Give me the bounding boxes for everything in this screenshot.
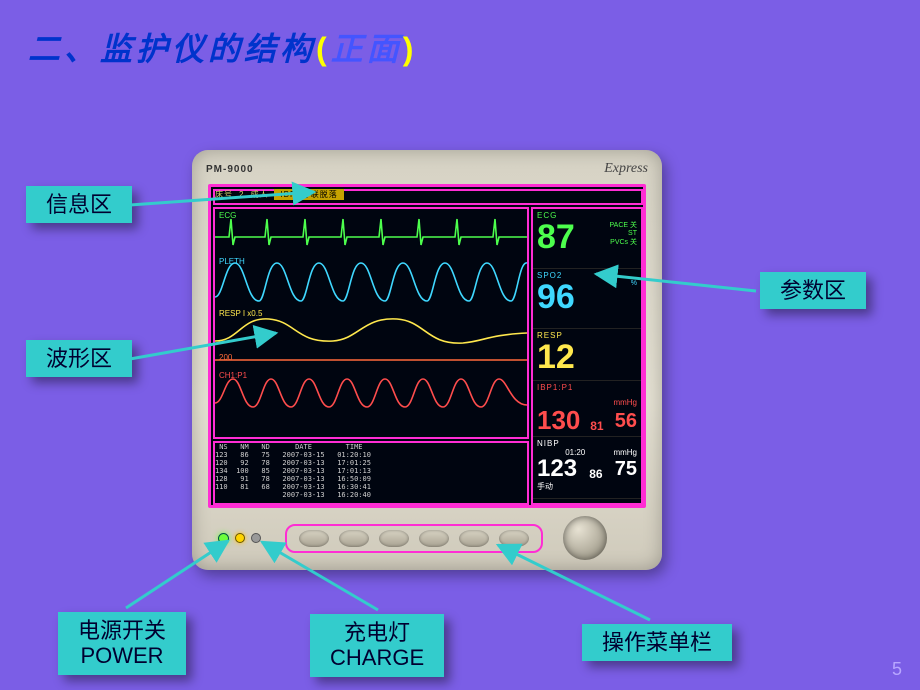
power-led-icon bbox=[218, 533, 229, 544]
device-model: PM-9000 bbox=[206, 164, 254, 175]
param-spo2: SPO296% bbox=[533, 269, 641, 329]
parameter-column: ECG87PACE 关 ST PVCs 关SPO296%RESP12IBP1:P… bbox=[533, 209, 641, 503]
param-extra: 81 bbox=[590, 419, 603, 433]
param-nibp: NIBP01:20mmHg1238675手动 bbox=[533, 437, 641, 499]
title-prefix: 二、 bbox=[28, 31, 100, 67]
patient-type: 成人 bbox=[250, 189, 268, 200]
bezel-top: PM-9000 Express bbox=[206, 158, 648, 180]
callout-charge-led: 充电灯 CHARGE bbox=[310, 614, 444, 677]
waveform-200: 200 bbox=[215, 351, 527, 369]
title-main: 监护仪的结构 bbox=[100, 31, 316, 67]
param-value: 96 bbox=[537, 280, 575, 314]
softkey-row bbox=[285, 524, 543, 553]
callout-power-switch: 电源开关 POWER bbox=[58, 612, 186, 675]
callout-waveform-area: 波形区 bbox=[26, 340, 132, 377]
param-label: IBP1:P1 bbox=[537, 383, 637, 392]
param-value: 130 bbox=[537, 407, 580, 433]
measurement-history-table: NS NM ND DATE TIME 123 86 75 2007-03-15 … bbox=[215, 443, 371, 499]
bed-label: 床号 bbox=[215, 189, 233, 200]
title-paren-open: ( bbox=[316, 31, 331, 67]
softkey-button[interactable] bbox=[499, 530, 529, 547]
param-ecg: ECG87PACE 关 ST PVCs 关 bbox=[533, 209, 641, 269]
status-led-icon bbox=[251, 533, 261, 543]
control-strip bbox=[218, 514, 638, 562]
param-extra2: 75 bbox=[615, 458, 637, 481]
waveform-pleth: PLETH bbox=[215, 255, 527, 307]
waveform-area: ECG PLETH RESP I x0.5 200 CH1:P1 bbox=[215, 209, 527, 437]
waveform-label: PLETH bbox=[219, 257, 245, 266]
param-label: NIBP bbox=[537, 439, 637, 448]
waveform-label: CH1:P1 bbox=[219, 371, 247, 380]
rotary-dial[interactable] bbox=[563, 516, 607, 560]
waveform-ecg: ECG bbox=[215, 209, 527, 255]
softkey-button[interactable] bbox=[419, 530, 449, 547]
param-mode: 手动 bbox=[537, 481, 637, 492]
waveform-label: 200 bbox=[219, 353, 232, 362]
page-number: 5 bbox=[892, 659, 902, 680]
device-brand: Express bbox=[604, 161, 648, 177]
softkey-button[interactable] bbox=[299, 530, 329, 547]
waveform-label: RESP I x0.5 bbox=[219, 309, 262, 318]
monitor-screen: 床号 2 成人 IBP2导联脱落 ECG PLETH RESP I x0.5 200 C… bbox=[208, 184, 646, 508]
softkey-button[interactable] bbox=[339, 530, 369, 547]
softkey-button[interactable] bbox=[459, 530, 489, 547]
callout-menu-bar: 操作菜单栏 bbox=[582, 624, 732, 661]
softkey-button[interactable] bbox=[379, 530, 409, 547]
waveform-ch1:p1: CH1:P1 bbox=[215, 369, 527, 417]
param-extra: 86 bbox=[589, 467, 602, 481]
param-extra2: 56 bbox=[615, 410, 637, 432]
param-side: % bbox=[631, 280, 637, 287]
bed-number: 2 bbox=[239, 190, 244, 199]
alarm-message: IBP2导联脱落 bbox=[274, 189, 343, 200]
param-ibp: IBP1:P113081mmHg56 bbox=[533, 381, 641, 437]
waveform-resp: RESP I x0.5 bbox=[215, 307, 527, 351]
callout-info-area: 信息区 bbox=[26, 186, 132, 223]
param-side: PACE 关 ST PVCs 关 bbox=[610, 220, 638, 247]
info-bar: 床号 2 成人 IBP2导联脱落 bbox=[215, 189, 344, 200]
param-value: 87 bbox=[537, 220, 575, 254]
callout-parameter-area: 参数区 bbox=[760, 272, 866, 309]
param-value: 123 bbox=[537, 457, 577, 481]
charge-led-icon bbox=[235, 533, 245, 543]
title-paren-close: ) bbox=[403, 31, 418, 67]
param-value: 12 bbox=[537, 340, 575, 374]
waveform-label: ECG bbox=[219, 211, 236, 220]
title-sub: 正面 bbox=[331, 31, 403, 67]
patient-monitor-device: PM-9000 Express 床号 2 成人 IBP2导联脱落 ECG PLET… bbox=[192, 150, 662, 570]
param-resp: RESP12 bbox=[533, 329, 641, 381]
slide-title: 二、监护仪的结构(正面) bbox=[28, 24, 417, 70]
